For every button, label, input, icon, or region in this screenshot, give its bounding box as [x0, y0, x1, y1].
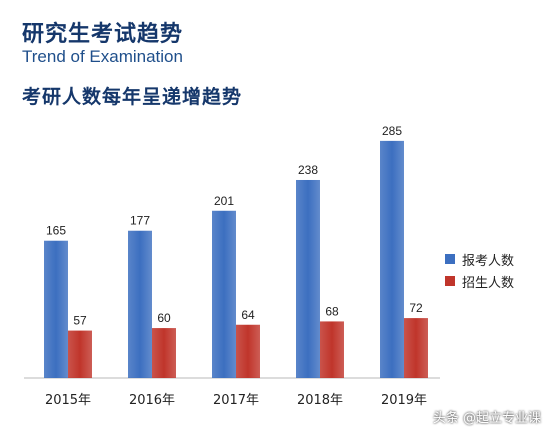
bar-admitted-3	[320, 321, 344, 378]
x-tick-label-2: 2017年	[213, 393, 259, 408]
bar-applicants-3	[296, 179, 320, 378]
bar-applicants-0	[44, 240, 68, 378]
data-label-admitted-4: 72	[409, 301, 423, 315]
chart-legend: 报考人数 招生人数	[445, 248, 514, 292]
legend-swatch-applicants	[445, 254, 455, 264]
data-label-applicants-1: 177	[130, 214, 150, 228]
bar-admitted-2	[236, 324, 260, 378]
x-tick-label-3: 2018年	[297, 393, 343, 408]
legend-swatch-admitted	[445, 276, 455, 286]
data-label-admitted-0: 57	[73, 314, 87, 328]
data-label-applicants-4: 285	[382, 124, 402, 138]
bar-admitted-0	[68, 330, 92, 378]
data-label-applicants-0: 165	[46, 224, 66, 238]
x-tick-label-0: 2015年	[45, 393, 91, 408]
bar-admitted-1	[152, 328, 176, 378]
legend-label-applicants: 报考人数	[462, 253, 515, 269]
bar-applicants-1	[128, 230, 152, 378]
chart-headline: 考研人数每年呈递增趋势	[22, 86, 243, 108]
watermark: 头条 @起立专业课	[432, 411, 541, 426]
data-label-applicants-3: 238	[298, 163, 318, 177]
legend-item-admitted: 招生人数	[445, 270, 514, 292]
page-title: 研究生考试趋势	[22, 22, 184, 47]
bar-applicants-2	[212, 210, 236, 378]
x-tick-label-1: 2016年	[129, 393, 175, 408]
data-label-admitted-3: 68	[325, 304, 339, 318]
data-label-admitted-1: 60	[157, 311, 171, 325]
bar-applicants-4	[380, 140, 404, 378]
data-label-admitted-2: 64	[241, 308, 255, 322]
bar-admitted-4	[404, 318, 428, 378]
x-tick-label-4: 2019年	[381, 393, 427, 408]
data-label-applicants-2: 201	[214, 194, 234, 208]
legend-item-applicants: 报考人数	[445, 248, 514, 270]
legend-label-admitted: 招生人数	[462, 275, 515, 291]
page-subtitle: Trend of Examination	[22, 47, 183, 66]
